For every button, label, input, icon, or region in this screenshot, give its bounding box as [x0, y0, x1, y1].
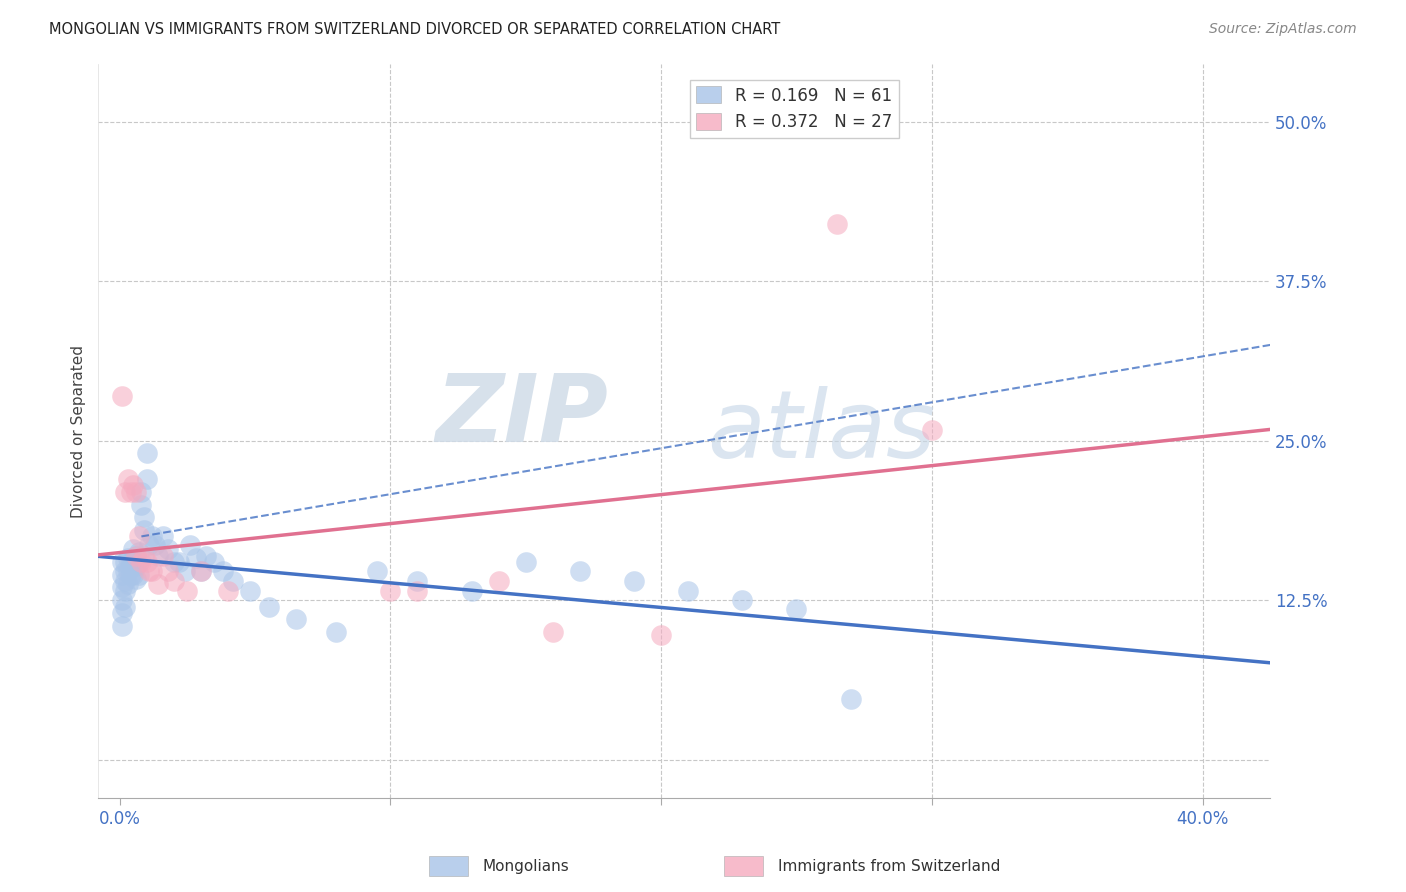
Point — [138, 538, 160, 552]
Point — [120, 555, 142, 569]
Point — [125, 484, 148, 499]
Point — [114, 564, 136, 578]
Point — [117, 551, 139, 566]
Point — [152, 549, 174, 563]
Point — [132, 549, 155, 563]
Point — [114, 599, 136, 614]
Point — [128, 555, 150, 569]
Point — [135, 555, 157, 569]
Point — [825, 217, 848, 231]
Point — [152, 529, 174, 543]
Point — [111, 581, 134, 595]
Text: Mongolians: Mongolians — [482, 859, 569, 873]
Point — [785, 602, 807, 616]
Point — [117, 472, 139, 486]
Point — [190, 564, 212, 578]
Point — [623, 574, 645, 588]
Point — [568, 564, 591, 578]
Point — [157, 564, 180, 578]
Point — [114, 584, 136, 599]
Point — [120, 484, 142, 499]
Point — [217, 584, 239, 599]
Point — [211, 564, 233, 578]
Point — [284, 612, 307, 626]
Text: MONGOLIAN VS IMMIGRANTS FROM SWITZERLAND DIVORCED OR SEPARATED CORRELATION CHART: MONGOLIAN VS IMMIGRANTS FROM SWITZERLAND… — [49, 22, 780, 37]
Point — [406, 574, 429, 588]
Point — [141, 529, 163, 543]
Point — [111, 389, 134, 403]
Point — [141, 564, 163, 578]
Text: atlas: atlas — [707, 385, 936, 476]
Point — [111, 555, 134, 569]
Point — [138, 564, 160, 578]
Point — [114, 484, 136, 499]
Point — [167, 555, 190, 569]
Point — [125, 549, 148, 563]
Point — [131, 484, 153, 499]
Point — [131, 498, 153, 512]
Point — [128, 545, 150, 559]
Point — [111, 593, 134, 607]
Point — [239, 584, 262, 599]
Point — [120, 567, 142, 582]
Point — [190, 564, 212, 578]
Y-axis label: Divorced or Separated: Divorced or Separated — [72, 344, 86, 517]
Point — [515, 555, 537, 569]
Point — [117, 576, 139, 591]
Point — [204, 555, 226, 569]
Point — [176, 584, 198, 599]
Point — [195, 549, 218, 563]
Point — [157, 542, 180, 557]
Point — [184, 551, 207, 566]
Text: Immigrants from Switzerland: Immigrants from Switzerland — [778, 859, 1000, 873]
Point — [125, 558, 148, 573]
Point — [676, 584, 699, 599]
Point — [179, 538, 201, 552]
Point — [731, 593, 754, 607]
Point — [650, 628, 672, 642]
Text: ZIP: ZIP — [434, 370, 607, 462]
Point — [125, 572, 148, 586]
Point — [111, 619, 134, 633]
Point — [114, 574, 136, 588]
Point — [111, 606, 134, 620]
Point — [122, 555, 145, 569]
Point — [111, 567, 134, 582]
Point — [135, 472, 157, 486]
Point — [460, 584, 482, 599]
Point — [128, 567, 150, 582]
Point — [114, 555, 136, 569]
Point — [380, 584, 402, 599]
Point — [173, 564, 195, 578]
Point — [132, 523, 155, 537]
Point — [122, 478, 145, 492]
Point — [143, 538, 166, 552]
Point — [163, 555, 186, 569]
Point — [257, 599, 280, 614]
Point — [839, 691, 862, 706]
Point — [131, 555, 153, 569]
Point — [222, 574, 245, 588]
Point — [366, 564, 388, 578]
Point — [921, 424, 943, 438]
Point — [125, 549, 148, 563]
Point — [541, 625, 564, 640]
Point — [488, 574, 510, 588]
Point — [406, 584, 429, 599]
Point — [122, 542, 145, 557]
Point — [163, 574, 186, 588]
Point — [135, 446, 157, 460]
Point — [128, 529, 150, 543]
Text: Source: ZipAtlas.com: Source: ZipAtlas.com — [1209, 22, 1357, 37]
Legend: R = 0.169   N = 61, R = 0.372   N = 27: R = 0.169 N = 61, R = 0.372 N = 27 — [689, 79, 898, 137]
Point — [117, 564, 139, 578]
Point — [132, 510, 155, 524]
Point — [122, 567, 145, 582]
Point — [146, 549, 169, 563]
Point — [146, 576, 169, 591]
Point — [325, 625, 347, 640]
